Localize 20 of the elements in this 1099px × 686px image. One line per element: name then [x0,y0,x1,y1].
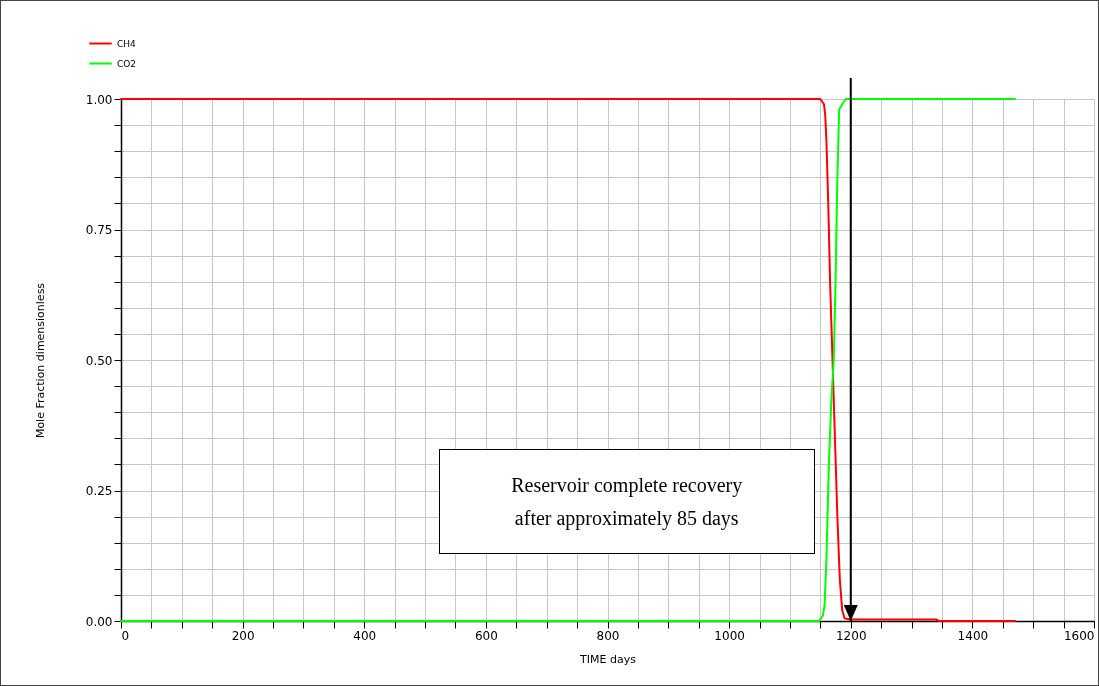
y-axis-title: Mole Fraction dimensionless [33,282,47,439]
legend-label: CO2 [117,58,137,69]
x-tick-label: 0 [121,628,130,643]
legend-label: CH4 [117,38,137,49]
x-axis-title: TIME days [579,652,637,666]
note-box: Reservoir complete recovery after approximately 85 days [438,449,815,554]
x-tick-label: 1400 [957,628,989,643]
y-tick-label: 0.50 [85,353,113,368]
x-tick-label: 1600 [1063,628,1095,643]
x-tick-label: 600 [474,628,498,643]
x-tick-label: 800 [596,628,620,643]
annotation: Reservoir complete recovery after approximately 85 days [511,472,743,532]
x-tick-label: 400 [353,628,377,643]
x-tick-label: 1200 [835,628,867,643]
y-tick-label: 0.25 [85,484,113,498]
x-tick-label: 200 [231,628,255,643]
y-tick-label: 0.75 [85,223,113,237]
y-tick-label: 1.00 [85,92,113,107]
x-tick-label: 1000 [714,628,745,643]
y-tick-label: 0.00 [85,614,113,629]
